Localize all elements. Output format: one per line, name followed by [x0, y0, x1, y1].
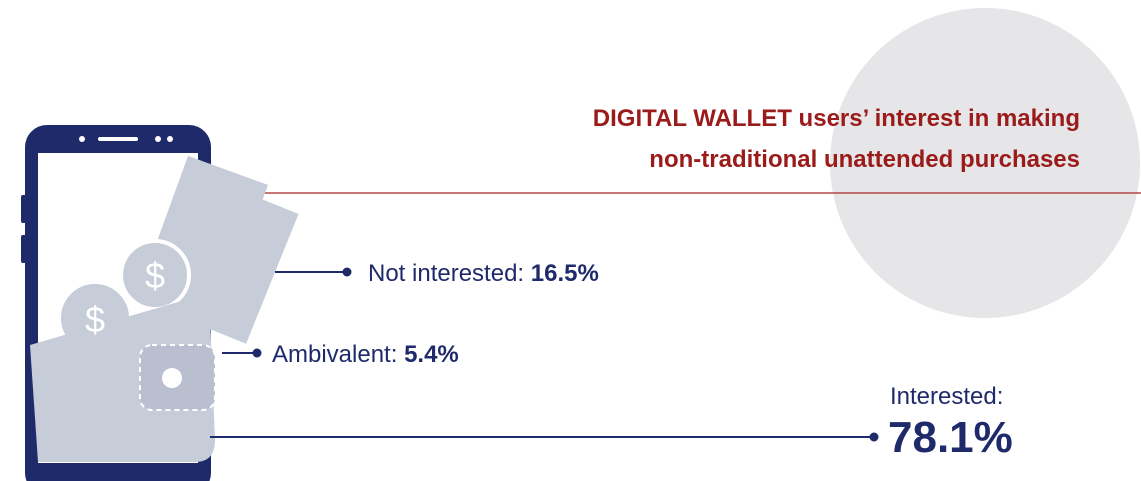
item-label: Not interested: — [368, 260, 524, 287]
item-value: 78.1% — [888, 413, 1013, 462]
title-line: non-traditional unattended purchases — [649, 146, 1080, 173]
page: DIGITAL WALLET users’ interest in making… — [0, 0, 1141, 481]
title-line: DIGITAL WALLET users’ interest in making — [593, 105, 1080, 132]
item-label: Interested: — [890, 383, 1003, 410]
item-ambivalent: Ambivalent: 5.4% — [222, 341, 459, 368]
item-interested: Interested: 78.1% — [210, 383, 1013, 462]
item-text: Not interested: 16.5% — [368, 260, 599, 287]
svg-text:$: $ — [85, 299, 105, 340]
svg-text:$: $ — [145, 255, 165, 296]
item-value: 5.4% — [404, 341, 459, 368]
phone-illustration: $ $ — [21, 125, 299, 481]
infographic: DIGITAL WALLET users’ interest in making… — [0, 0, 1141, 481]
item-label: Ambivalent: — [272, 341, 397, 368]
item-text: Ambivalent: 5.4% — [272, 341, 459, 368]
item-not-interested: Not interested: 16.5% — [275, 260, 599, 287]
item-value: 16.5% — [531, 260, 599, 287]
